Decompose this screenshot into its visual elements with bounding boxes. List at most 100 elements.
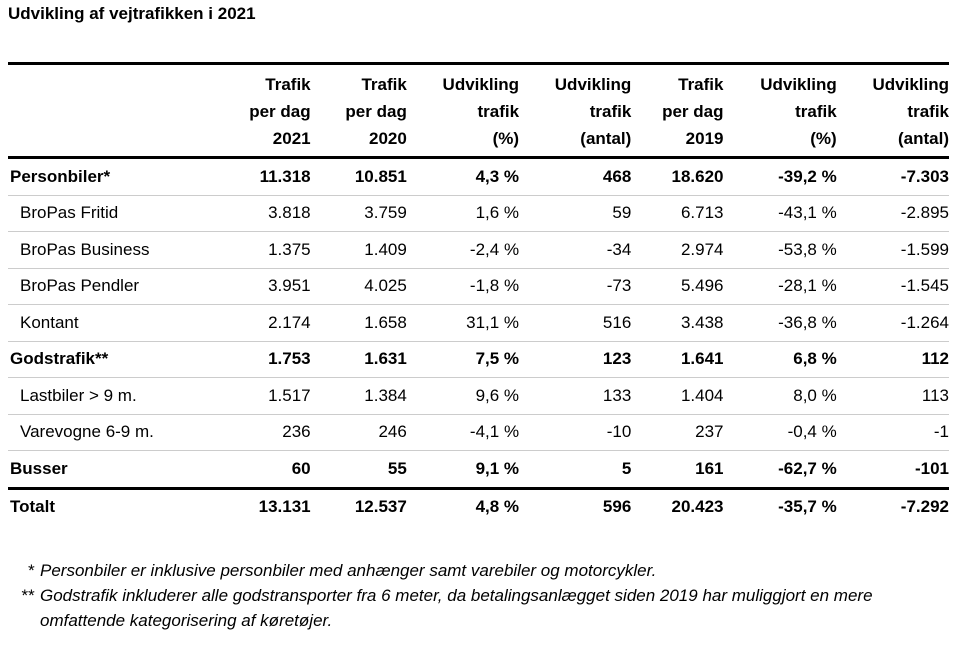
- table-cell: 7,5 %: [406, 341, 520, 378]
- table-cell: 1.631: [310, 341, 407, 378]
- column-header-line: Trafik: [265, 75, 311, 94]
- table-cell: -39,2 %: [723, 157, 837, 196]
- table-cell: 1.409: [310, 231, 407, 269]
- table-cell: 18.620: [631, 157, 724, 196]
- column-header-line: (%): [810, 129, 837, 148]
- table-cell: 10.851: [310, 157, 407, 196]
- table-cell: 5: [519, 450, 632, 489]
- column-header-line: trafik: [795, 102, 837, 121]
- column-header: Trafik per dag 2021: [240, 62, 311, 159]
- table-cell: 13.131: [240, 486, 311, 525]
- header-row: Trafik per dag 2021 Trafik per dag 2020 Udvikl…: [8, 62, 949, 159]
- column-header-line: 2020: [369, 129, 407, 148]
- table-cell: 9,6 %: [406, 377, 520, 415]
- table-cell: 3.759: [310, 195, 407, 232]
- table-cell: 237: [631, 414, 724, 451]
- header-blank: [8, 62, 241, 159]
- column-header-line: trafik: [477, 102, 520, 121]
- footnote: ** Godstrafik inkluderer alle godstranspo…: [8, 583, 960, 633]
- row-label: BroPas Business: [8, 231, 241, 269]
- footnote-marker: **: [20, 586, 34, 605]
- traffic-table: Trafik per dag 2021 Trafik per dag 2020 Udvikl…: [8, 62, 949, 525]
- table-cell: 1.641: [631, 341, 724, 378]
- table-cell: 1.384: [310, 377, 407, 415]
- table-cell: -53,8 %: [723, 231, 837, 269]
- table-cell: -35,7 %: [723, 486, 837, 525]
- table-cell: 5.496: [631, 268, 724, 305]
- table-row: Totalt 13.131 12.537 4,8 % 596 20.423 -35,7 % -…: [8, 486, 949, 525]
- row-label: Lastbiler > 9 m.: [8, 377, 241, 415]
- table-cell: 4,3 %: [406, 157, 520, 196]
- table-cell: 1.404: [631, 377, 724, 415]
- column-header-line: per dag: [249, 102, 311, 121]
- table-cell: 8,0 %: [723, 377, 837, 415]
- table-cell: -34: [519, 231, 632, 269]
- table-cell: 6.713: [631, 195, 724, 232]
- column-header: Udvikling trafik (%): [723, 62, 837, 159]
- table-cell: 468: [519, 157, 632, 196]
- column-header: Udvikling trafik (antal): [836, 62, 949, 159]
- column-header-line: Udvikling: [442, 75, 520, 94]
- row-label: Godstrafik**: [8, 341, 241, 378]
- table-cell: 55: [310, 450, 407, 489]
- table-cell: -1.599: [836, 231, 949, 269]
- table-cell: 31,1 %: [406, 304, 520, 342]
- table-cell: 60: [240, 450, 311, 489]
- table-cell: -1.264: [836, 304, 949, 342]
- column-header-line: trafik: [589, 102, 632, 121]
- footnote-text: Godstrafik inkluderer alle godstransport…: [40, 586, 873, 630]
- table-row: Godstrafik** 1.753 1.631 7,5 % 123 1.641 6,8 %…: [8, 341, 949, 378]
- table-cell: 1.658: [310, 304, 407, 342]
- table-cell: -1: [836, 414, 949, 451]
- table-cell: -7.303: [836, 157, 949, 196]
- column-header-line: (antal): [898, 129, 949, 148]
- table-cell: 1.517: [240, 377, 311, 415]
- column-header-line: per dag: [345, 102, 407, 121]
- table-cell: -28,1 %: [723, 268, 837, 305]
- table-cell: -10: [519, 414, 632, 451]
- footnote: * Personbiler er inklusive personbiler me…: [8, 558, 960, 583]
- table-cell: 4,8 %: [406, 486, 520, 525]
- table-cell: 2.174: [240, 304, 311, 342]
- table-cell: -0,4 %: [723, 414, 837, 451]
- column-header-line: Udvikling: [554, 75, 632, 94]
- table-cell: 161: [631, 450, 724, 489]
- column-header-line: Trafik: [678, 75, 724, 94]
- row-label: Kontant: [8, 304, 241, 342]
- table-cell: 1.375: [240, 231, 311, 269]
- table-cell: 11.318: [240, 157, 311, 196]
- table-cell: 2.974: [631, 231, 724, 269]
- table-row: BroPas Pendler 3.951 4.025 -1,8 % -73 5.496 -2…: [8, 268, 949, 305]
- table-cell: -43,1 %: [723, 195, 837, 232]
- table-cell: 1,6 %: [406, 195, 520, 232]
- table-cell: -7.292: [836, 486, 949, 525]
- table-cell: 112: [836, 341, 949, 378]
- column-header-line: per dag: [662, 102, 724, 121]
- table-cell: 3.438: [631, 304, 724, 342]
- table-cell: 1.753: [240, 341, 311, 378]
- table-row: Varevogne 6-9 m. 236 246 -4,1 % -10 237 -0,4 %…: [8, 414, 949, 451]
- table-cell: -101: [836, 450, 949, 489]
- column-header-line: 2021: [272, 129, 311, 148]
- table-row: Busser 60 55 9,1 % 5 161 -62,7 % -101: [8, 450, 949, 489]
- table-cell: -1.545: [836, 268, 949, 305]
- row-label: BroPas Fritid: [8, 195, 241, 232]
- table-cell: 123: [519, 341, 632, 378]
- column-header: Trafik per dag 2019: [631, 62, 724, 159]
- column-header: Udvikling trafik (antal): [519, 62, 632, 159]
- column-header-line: (antal): [580, 129, 632, 148]
- table-cell: 3.818: [240, 195, 311, 232]
- table-cell: 236: [240, 414, 311, 451]
- table-cell: -1,8 %: [406, 268, 520, 305]
- table-cell: 9,1 %: [406, 450, 520, 489]
- column-header-line: Udvikling: [872, 75, 949, 94]
- column-header-line: (%): [492, 129, 520, 148]
- table-cell: 516: [519, 304, 632, 342]
- column-header-line: Udvikling: [760, 75, 837, 94]
- row-label: BroPas Pendler: [8, 268, 241, 305]
- column-header-line: 2019: [685, 129, 724, 148]
- table-row: BroPas Business 1.375 1.409 -2,4 % -34 2.974-…: [8, 231, 949, 269]
- table-cell: 3.951: [240, 268, 311, 305]
- table-cell: -36,8 %: [723, 304, 837, 342]
- table-row: Kontant 2.174 1.658 31,1 % 516 3.438 -36,8 % -1…: [8, 304, 949, 342]
